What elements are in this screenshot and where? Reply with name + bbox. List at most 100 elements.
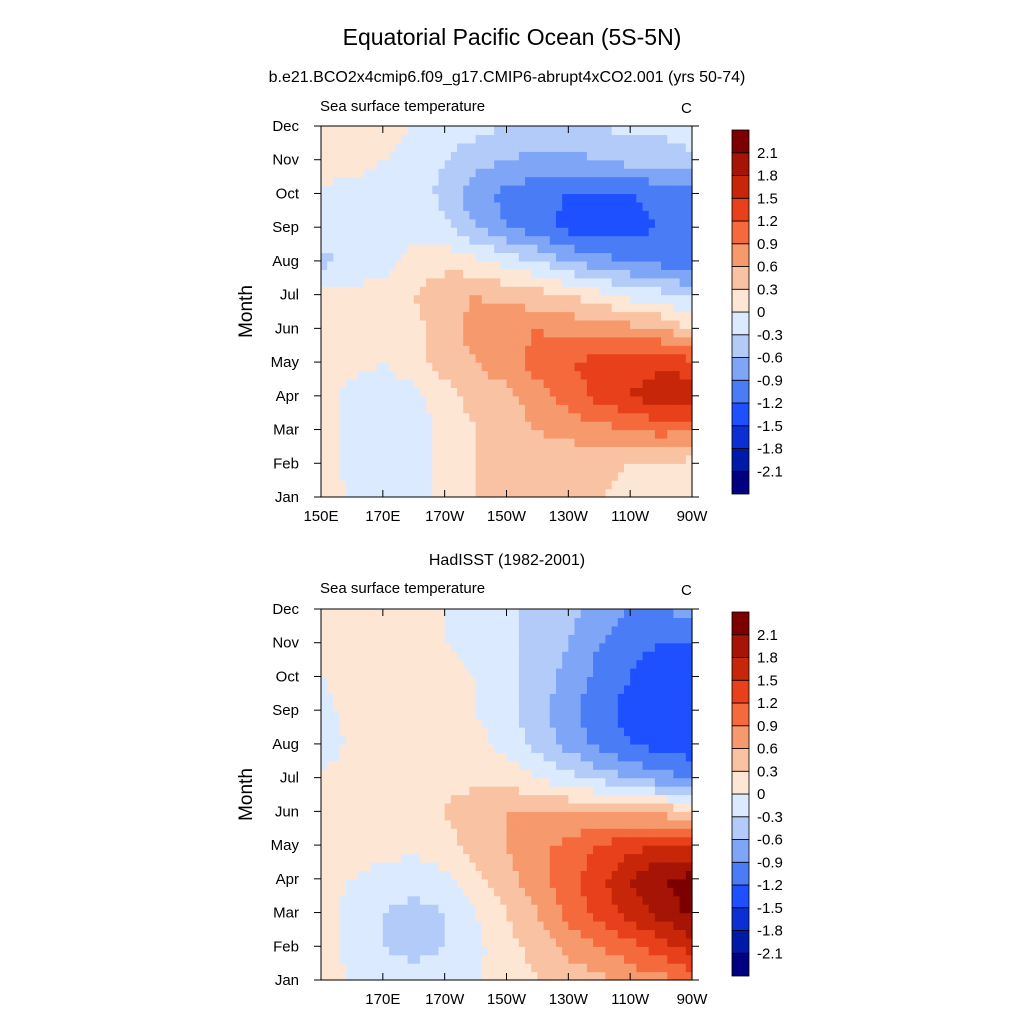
heatmap-cell xyxy=(432,168,440,178)
heatmap-cell xyxy=(395,395,402,405)
heatmap-cell xyxy=(358,159,365,169)
heatmap-cell xyxy=(494,201,501,211)
heatmap-cell xyxy=(506,836,514,846)
heatmap-cell xyxy=(636,319,644,329)
heatmap-cell xyxy=(500,362,508,372)
heatmap-cell xyxy=(333,151,341,161)
heatmap-cell xyxy=(333,311,341,321)
heatmap-cell xyxy=(444,828,452,838)
heatmap-cell xyxy=(630,710,637,720)
heatmap-cell xyxy=(333,336,341,346)
heatmap-cell xyxy=(364,743,372,753)
heatmap-cell xyxy=(562,303,569,313)
heatmap-cell xyxy=(444,861,452,871)
heatmap-cell xyxy=(642,311,650,321)
heatmap-cell xyxy=(506,693,514,703)
heatmap-cell xyxy=(531,727,539,737)
heatmap-cell xyxy=(376,244,384,254)
heatmap-cell xyxy=(673,786,681,796)
heatmap-cell xyxy=(667,786,675,796)
heatmap-cell xyxy=(679,303,687,313)
heatmap-cell xyxy=(351,446,359,456)
heatmap-cell xyxy=(500,836,508,846)
heatmap-cell xyxy=(555,395,563,405)
heatmap-cell xyxy=(555,819,563,829)
heatmap-cell xyxy=(586,404,594,414)
heatmap-cell xyxy=(407,218,415,228)
heatmap-cell xyxy=(450,929,458,939)
heatmap-cell xyxy=(673,463,681,473)
heatmap-cell xyxy=(345,260,353,270)
heatmap-cell xyxy=(333,437,341,448)
heatmap-cell xyxy=(667,353,675,363)
heatmap-cell xyxy=(630,878,637,888)
heatmap-cell xyxy=(654,963,662,973)
heatmap-cell xyxy=(345,836,353,846)
heatmap-cell xyxy=(636,920,644,931)
heatmap-cell xyxy=(351,345,359,355)
heatmap-cell xyxy=(351,286,359,296)
heatmap-cell xyxy=(512,853,520,863)
heatmap-cell xyxy=(475,387,483,397)
heatmap-cell xyxy=(611,828,619,838)
heatmap-cell xyxy=(667,227,675,237)
heatmap-cell xyxy=(432,244,440,254)
heatmap-cell xyxy=(661,870,668,880)
heatmap-cell xyxy=(593,845,600,855)
heatmap-cell xyxy=(685,828,693,838)
heatmap-cell xyxy=(382,252,390,262)
heatmap-cell xyxy=(543,727,551,737)
heatmap-cell xyxy=(370,336,378,346)
heatmap-cell xyxy=(469,853,477,863)
heatmap-cell xyxy=(438,319,446,329)
heatmap-cell xyxy=(525,286,532,296)
heatmap-cell xyxy=(642,151,650,161)
heatmap-cell xyxy=(438,244,446,254)
heatmap-cell xyxy=(673,142,681,152)
heatmap-cell xyxy=(636,176,644,186)
heatmap-cell xyxy=(389,794,396,804)
heatmap-cell xyxy=(419,311,427,321)
heatmap-cell xyxy=(574,488,582,498)
heatmap-cell xyxy=(395,743,402,753)
heatmap-cell xyxy=(438,954,446,964)
heatmap-cell xyxy=(438,218,446,228)
heatmap-cell xyxy=(426,319,433,329)
heatmap-cell xyxy=(321,853,328,863)
heatmap-cell xyxy=(401,446,409,456)
heatmap-cell xyxy=(679,395,687,405)
heatmap-cell xyxy=(333,920,341,931)
heatmap-cell xyxy=(586,218,594,228)
heatmap-cell xyxy=(617,260,625,270)
heatmap-cell xyxy=(543,718,551,728)
heatmap-cell xyxy=(623,387,631,397)
heatmap-cell xyxy=(469,946,477,956)
heatmap-cell xyxy=(389,395,396,405)
heatmap-cell xyxy=(444,446,452,456)
heatmap-cell xyxy=(389,201,396,211)
heatmap-cell xyxy=(413,168,421,178)
heatmap-cell xyxy=(623,176,631,186)
heatmap-cell xyxy=(593,218,600,228)
heatmap-cell xyxy=(679,142,687,152)
heatmap-cell xyxy=(506,819,514,829)
heatmap-cell xyxy=(469,185,477,195)
heatmap-cell xyxy=(543,743,551,753)
heatmap-cell xyxy=(642,421,650,431)
heatmap-cell xyxy=(506,362,514,372)
heatmap-cell xyxy=(444,488,452,498)
heatmap-cell xyxy=(537,887,545,897)
heatmap-cell xyxy=(358,946,365,956)
heatmap-cell xyxy=(642,471,650,481)
heatmap-cell xyxy=(438,870,446,880)
heatmap-cell xyxy=(389,446,396,456)
heatmap-cell xyxy=(500,328,508,338)
heatmap-cell xyxy=(475,786,483,796)
heatmap-cell xyxy=(636,752,644,762)
heatmap-cell xyxy=(531,845,539,855)
heatmap-cell xyxy=(562,159,569,169)
heatmap-cell xyxy=(642,353,650,363)
heatmap-cell xyxy=(327,887,334,897)
heatmap-cell xyxy=(661,294,668,304)
heatmap-cell xyxy=(370,718,378,728)
